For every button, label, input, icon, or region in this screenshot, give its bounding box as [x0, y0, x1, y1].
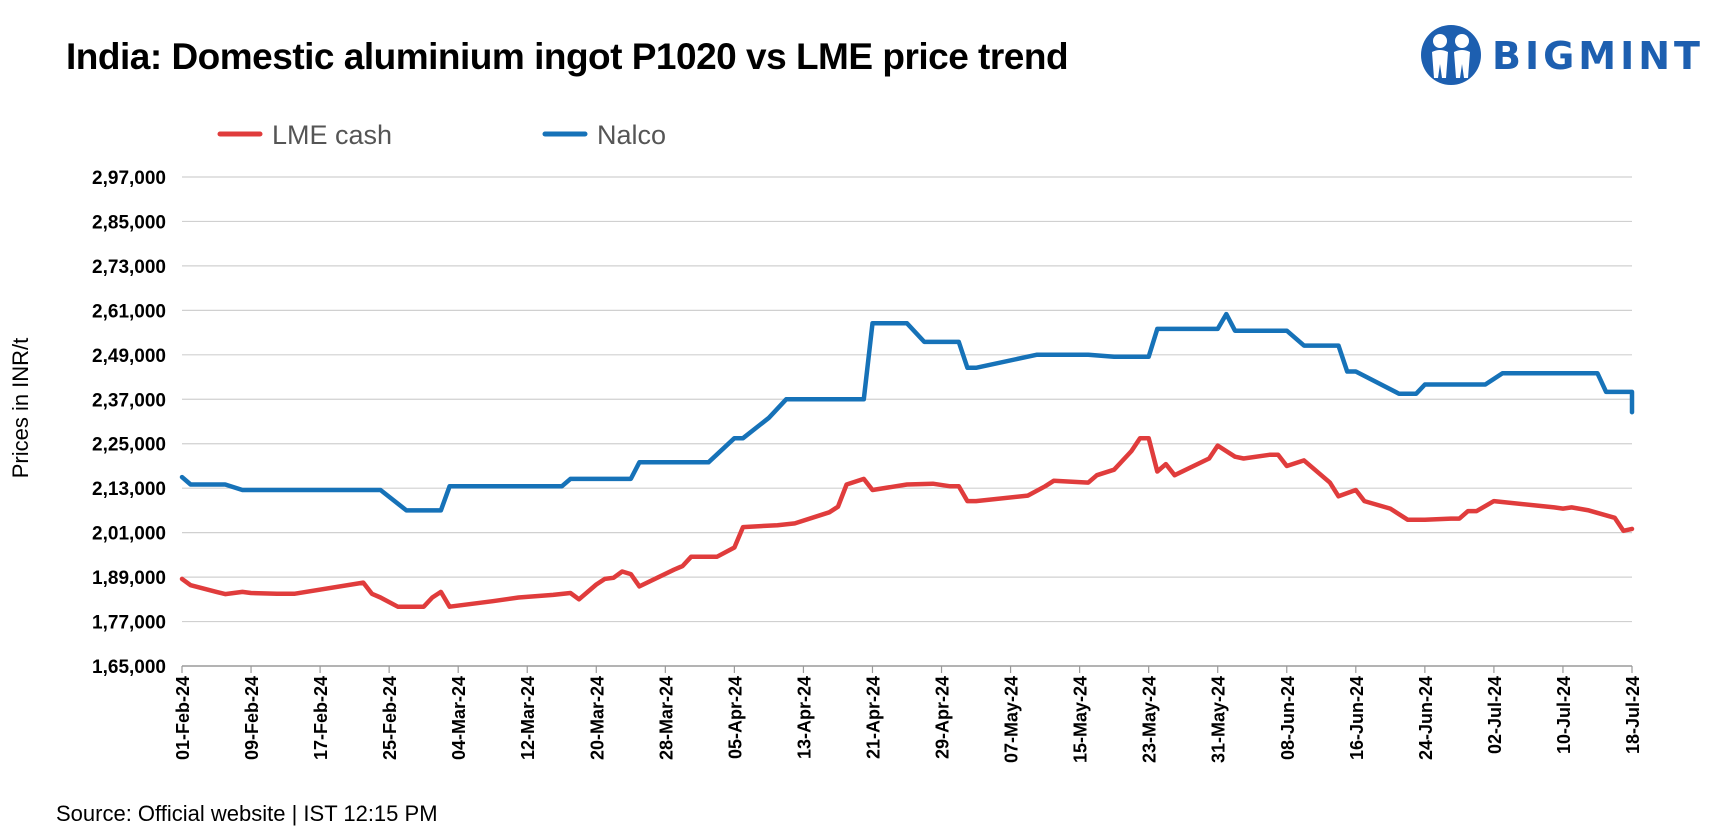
x-tick-label: 04-Mar-24: [449, 676, 469, 760]
y-axis-ticks: 1,65,000 1,77,000 1,89,000 2,01,000 2,13,000…: [92, 168, 166, 678]
y-tick-label: 2,25,000: [92, 435, 166, 456]
x-tick-label: 24-Jun-24: [1416, 676, 1436, 760]
y-tick-label: 2,49,000: [92, 346, 166, 367]
y-tick-label: 2,13,000: [92, 479, 166, 500]
y-tick-label: 2,85,000: [92, 212, 166, 233]
x-tick-label: 25-Feb-24: [380, 676, 400, 760]
x-tick-label: 20-Mar-24: [587, 676, 607, 760]
x-tick-label: 18-Jul-24: [1623, 676, 1643, 754]
y-tick-label: 2,01,000: [92, 524, 166, 545]
series-line-nalco: [179, 311, 1635, 513]
x-tick-label: 15-May-24: [1071, 676, 1091, 763]
x-tick-label: 13-Apr-24: [794, 676, 814, 759]
x-axis-ticks: 01-Feb-24 09-Feb-24 17-Feb-24 25-Feb-24 04-M…: [173, 666, 1643, 763]
x-tick-label: 12-Mar-24: [518, 676, 538, 760]
y-tick-label: 2,61,000: [92, 301, 166, 322]
x-tick-label: 31-May-24: [1209, 676, 1229, 763]
y-axis-label: Prices in INR/t: [8, 338, 33, 479]
x-tick-label: 05-Apr-24: [725, 676, 745, 759]
bigmint-logo: BIGMINT: [1418, 22, 1708, 88]
x-tick-label: 28-Mar-24: [656, 676, 676, 760]
people-circle-icon: [1421, 25, 1481, 85]
y-tick-label: 1,89,000: [92, 568, 166, 589]
x-tick-label: 02-Jul-24: [1485, 676, 1505, 754]
x-tick-label: 08-Jun-24: [1278, 676, 1298, 760]
y-tick-label: 1,77,000: [92, 613, 166, 634]
source-note: Source: Official website | IST 12:15 PM: [56, 801, 438, 826]
y-tick-label: 2,97,000: [92, 168, 166, 189]
y-tick-label: 2,73,000: [92, 257, 166, 278]
grid-lines: [182, 176, 1632, 667]
x-tick-label: 01-Feb-24: [173, 676, 193, 760]
legend-label: Nalco: [597, 120, 666, 150]
x-tick-label: 09-Feb-24: [242, 676, 262, 760]
x-tick-label: 23-May-24: [1140, 676, 1160, 763]
y-tick-label: 1,65,000: [92, 657, 166, 678]
chart-title: India: Domestic aluminium ingot P1020 vs…: [66, 36, 1069, 77]
legend: LME cash Nalco: [217, 120, 666, 150]
x-tick-label: 10-Jul-24: [1554, 676, 1574, 754]
legend-label: LME cash: [272, 120, 392, 150]
x-tick-label: 17-Feb-24: [311, 676, 331, 760]
x-tick-label: 07-May-24: [1002, 676, 1022, 763]
y-tick-label: 2,37,000: [92, 390, 166, 411]
x-tick-label: 29-Apr-24: [933, 676, 953, 759]
x-tick-label: 16-Jun-24: [1347, 676, 1367, 760]
logo-text: BIGMINT: [1492, 34, 1704, 78]
x-tick-label: 21-Apr-24: [863, 676, 883, 759]
series-lines: [179, 311, 1635, 609]
series-line-lme-cash: [179, 435, 1635, 609]
